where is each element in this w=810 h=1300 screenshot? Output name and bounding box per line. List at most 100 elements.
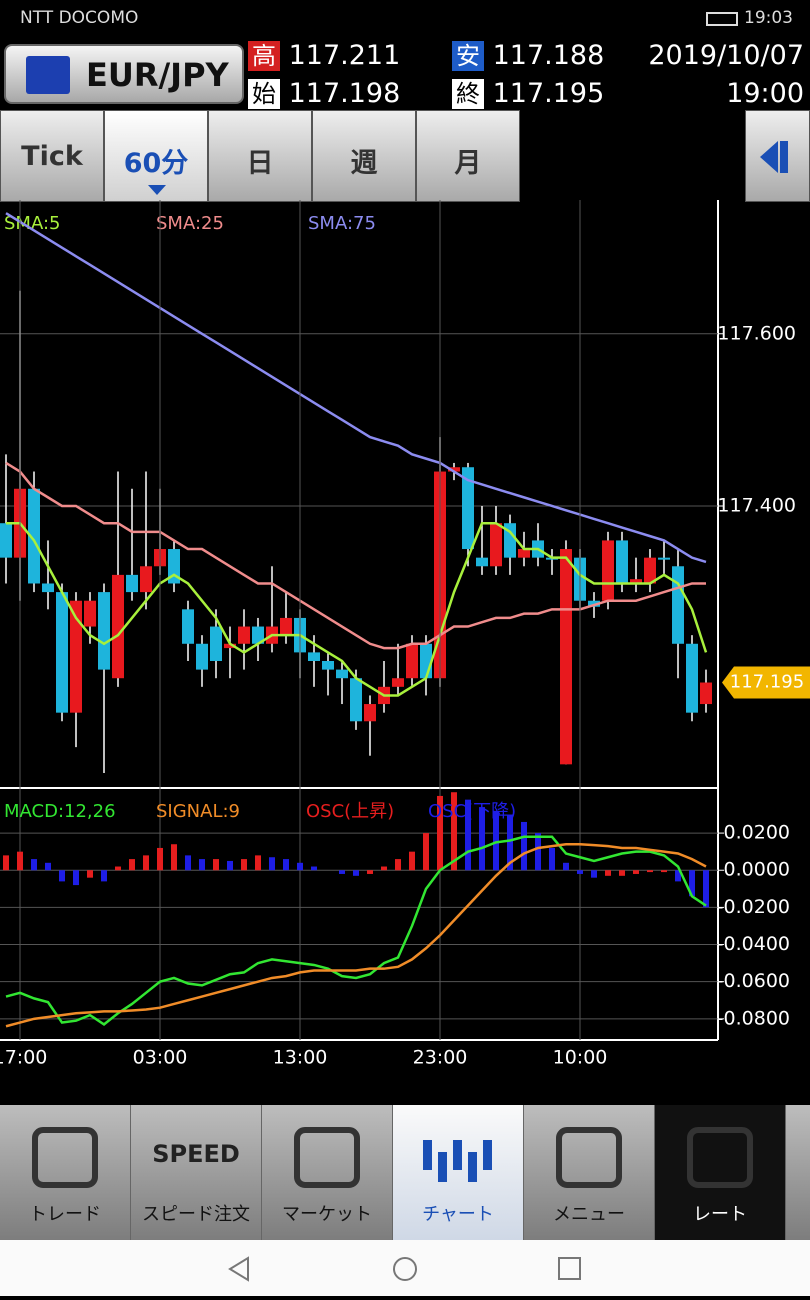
candle-body bbox=[182, 609, 194, 644]
tab[interactable]: 60分 bbox=[104, 110, 208, 202]
battery bbox=[706, 12, 738, 26]
icon-candle bbox=[453, 1140, 462, 1170]
candle-body bbox=[0, 523, 12, 558]
candle-body bbox=[476, 557, 488, 567]
candle-body bbox=[56, 592, 68, 713]
candle-body bbox=[406, 643, 418, 679]
icon-candle bbox=[483, 1140, 492, 1170]
candle-body bbox=[168, 549, 180, 584]
candle-body bbox=[490, 523, 502, 567]
osc-bar bbox=[185, 855, 191, 871]
y-tick-label: 117.400 bbox=[717, 494, 796, 516]
series-line bbox=[5, 842, 707, 1028]
active-indicator bbox=[148, 185, 166, 195]
osc-bar bbox=[115, 866, 121, 871]
osc-bar bbox=[451, 792, 457, 871]
osc-bar bbox=[619, 870, 625, 876]
price-tag bbox=[722, 666, 810, 699]
nav-button[interactable]: トレード bbox=[0, 1105, 131, 1240]
osc-bar bbox=[577, 870, 583, 874]
osc-bar bbox=[87, 870, 93, 878]
osc-bar bbox=[129, 859, 135, 871]
tab[interactable]: Tick bbox=[0, 110, 104, 202]
back-button[interactable] bbox=[228, 1256, 249, 1282]
nav-label: レート bbox=[693, 1204, 747, 1225]
osc-bar bbox=[45, 862, 51, 871]
tab[interactable]: 月 bbox=[416, 110, 520, 202]
candle-body bbox=[504, 523, 516, 558]
osc-bar bbox=[59, 870, 65, 882]
osc-bar bbox=[703, 870, 709, 908]
nav-button[interactable]: チャート bbox=[393, 1105, 524, 1240]
y-tick-label: -0.0800 bbox=[717, 1007, 790, 1029]
value: 117.195 bbox=[492, 78, 605, 109]
osc-bar bbox=[465, 799, 471, 871]
nav-label: チャート bbox=[422, 1204, 494, 1225]
series-line bbox=[6, 521, 708, 697]
candle-body bbox=[630, 579, 642, 584]
price-tag-label: 117.195 bbox=[730, 672, 804, 693]
nav-icon bbox=[687, 1127, 753, 1188]
osc-bar bbox=[535, 833, 541, 871]
osc-bar bbox=[241, 859, 247, 871]
candle-body bbox=[42, 583, 54, 593]
nav-button[interactable]: SPEED スピード注文 bbox=[131, 1105, 262, 1240]
tab[interactable]: 週 bbox=[312, 110, 416, 202]
osc-bar bbox=[269, 857, 275, 871]
icon-shape bbox=[32, 1127, 98, 1188]
nav-button[interactable]: メニュー bbox=[524, 1105, 655, 1240]
candle-body bbox=[126, 574, 138, 593]
legend-label: SMA:5 bbox=[4, 213, 60, 234]
nav-icon bbox=[556, 1127, 622, 1188]
x-tick-label: 17:00 bbox=[0, 1047, 47, 1069]
y-tick-label: -0.0400 bbox=[717, 933, 790, 955]
home-button[interactable] bbox=[393, 1257, 417, 1281]
osc-bar bbox=[31, 859, 37, 871]
osc-bar bbox=[213, 859, 219, 871]
candle-body bbox=[308, 652, 320, 661]
candle-body bbox=[84, 600, 96, 627]
system-nav bbox=[0, 1240, 810, 1296]
osc-bar bbox=[647, 870, 653, 873]
x-tick-label: 03:00 bbox=[133, 1047, 188, 1069]
status-bar: NTT DOCOMO 19:03 bbox=[0, 0, 810, 38]
carrier: NTT DOCOMO bbox=[20, 8, 139, 28]
nav-icon bbox=[294, 1127, 360, 1188]
candle-body bbox=[686, 643, 698, 713]
candle-body bbox=[224, 643, 236, 649]
x-tick-label: 10:00 bbox=[553, 1047, 608, 1069]
tab[interactable]: 日 bbox=[208, 110, 312, 202]
osc-bar bbox=[339, 870, 345, 874]
series-line bbox=[5, 835, 707, 1026]
y-tick-label: -0.0200 bbox=[717, 896, 790, 918]
candle-body bbox=[252, 626, 264, 644]
date: 2019/10/07 bbox=[648, 40, 804, 71]
candle-body bbox=[658, 557, 670, 560]
osc-bar bbox=[507, 814, 513, 871]
candle-body bbox=[280, 617, 292, 636]
osc-bar bbox=[605, 870, 611, 876]
osc-bar bbox=[311, 866, 317, 871]
collapse-button[interactable] bbox=[745, 110, 810, 202]
chart-area: 117.600 117.400 SMA:5 SMA:25 SMA:75 117.195 0.… bbox=[0, 200, 810, 1069]
legend-label: OSC(上昇) bbox=[306, 801, 394, 822]
nav-button[interactable]: マーケット bbox=[262, 1105, 393, 1240]
series-line bbox=[5, 212, 707, 564]
nav-label: マーケット bbox=[282, 1204, 372, 1225]
recent-button[interactable] bbox=[558, 1257, 581, 1280]
candle-body bbox=[700, 682, 712, 705]
nav-button[interactable]: レート bbox=[655, 1105, 786, 1240]
candle-body bbox=[336, 669, 348, 679]
osc-bar bbox=[409, 851, 415, 871]
nav-label: スピード注文 bbox=[142, 1204, 250, 1225]
candle-body bbox=[364, 704, 376, 722]
candle-body bbox=[322, 660, 334, 670]
quote-high: 高 117.211 bbox=[248, 40, 400, 71]
osc-bar bbox=[521, 821, 527, 871]
nav-icon bbox=[32, 1127, 98, 1188]
osc-bar bbox=[3, 855, 9, 871]
candle-body bbox=[98, 592, 110, 670]
candle-body bbox=[70, 600, 82, 713]
label: 始 bbox=[248, 79, 280, 109]
osc-bar bbox=[73, 870, 79, 886]
